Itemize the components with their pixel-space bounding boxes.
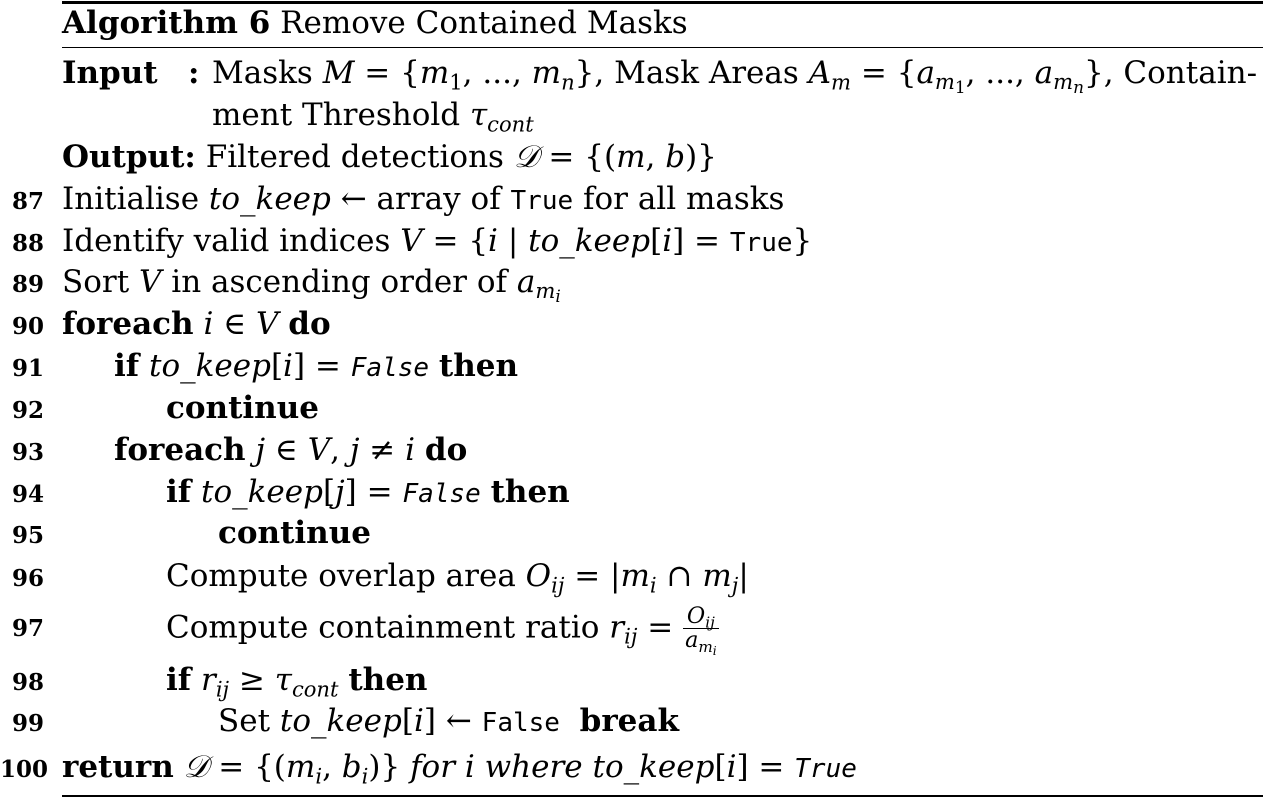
line-number: 91	[11, 355, 44, 382]
line-number: 100	[0, 756, 49, 783]
line-number: 98	[11, 669, 44, 696]
algorithm-label: Algorithm 6	[62, 5, 271, 41]
line-number: 94	[11, 481, 44, 508]
algorithm-title: Remove Contained Masks	[280, 5, 688, 41]
line-number: 90	[11, 313, 44, 340]
output-row: Output: Filtered detections 𝒟 = {(m, b)}	[62, 139, 717, 175]
output-label: Output:	[62, 139, 196, 175]
line-number: 97	[11, 615, 44, 642]
bottom-rule	[62, 795, 1263, 797]
line-number: 88	[11, 230, 44, 257]
line-number: 99	[11, 710, 44, 737]
algorithm-caption: Algorithm 6 Remove Contained Masks	[62, 8, 688, 39]
fraction: Oij ami	[683, 603, 719, 658]
input-text-line2: ment Threshold τcont	[212, 97, 534, 137]
input-colon: :	[188, 55, 200, 91]
header-rule	[62, 47, 1263, 48]
top-rule	[62, 1, 1263, 4]
line-number: 92	[11, 397, 44, 424]
line-number: 89	[11, 271, 44, 298]
input-text-line1: Masks M = {m1, ..., mn}, Mask Areas Am =…	[212, 55, 1258, 98]
input-label: Input	[62, 55, 158, 91]
line-number: 96	[11, 565, 44, 592]
line-number: 87	[11, 188, 44, 215]
input-row: Input	[62, 58, 158, 89]
line-number: 93	[11, 439, 44, 466]
line-number: 95	[11, 522, 44, 549]
